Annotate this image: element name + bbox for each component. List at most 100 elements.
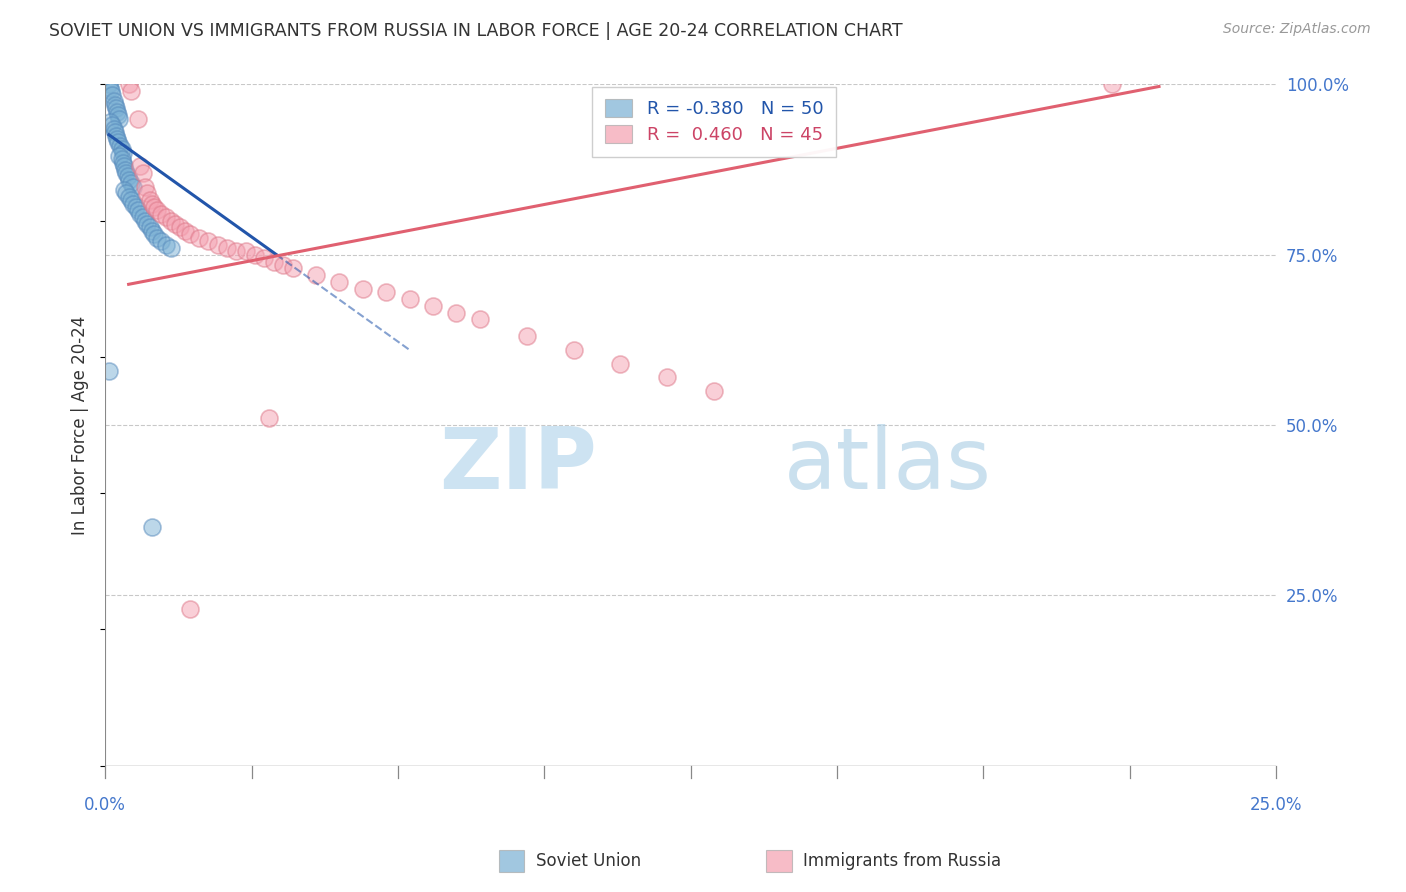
Point — [150, 234, 173, 248]
Point — [97, 363, 120, 377]
Point — [122, 179, 145, 194]
Point — [120, 193, 142, 207]
Point — [173, 224, 195, 238]
Point — [179, 602, 201, 616]
Point — [100, 84, 122, 98]
Point — [136, 217, 159, 231]
Point — [197, 234, 219, 248]
Point — [422, 299, 444, 313]
Point — [112, 159, 135, 173]
Point — [105, 132, 128, 146]
Point — [516, 329, 538, 343]
Point — [468, 312, 491, 326]
Point — [328, 275, 350, 289]
Point — [263, 254, 285, 268]
Point — [108, 149, 131, 163]
Point — [145, 203, 167, 218]
Text: 0.0%: 0.0% — [84, 797, 127, 814]
Point — [143, 227, 166, 242]
Point — [112, 183, 135, 197]
Point — [1101, 78, 1123, 92]
Point — [122, 196, 145, 211]
Point — [398, 292, 420, 306]
Point — [159, 213, 181, 227]
Point — [124, 200, 146, 214]
Text: Source: ZipAtlas.com: Source: ZipAtlas.com — [1223, 22, 1371, 37]
Point — [111, 155, 134, 169]
Point — [657, 370, 679, 384]
Point — [281, 261, 304, 276]
Text: atlas: atlas — [785, 425, 993, 508]
Point — [150, 207, 173, 221]
Point — [243, 248, 266, 262]
Point — [179, 227, 201, 242]
Point — [131, 211, 153, 225]
Point — [101, 87, 124, 102]
Point — [159, 241, 181, 255]
Point — [703, 384, 725, 398]
Point — [257, 411, 280, 425]
Point — [120, 176, 142, 190]
Point — [141, 196, 163, 211]
Point — [97, 78, 120, 92]
Point — [235, 244, 257, 259]
Point — [129, 207, 152, 221]
Text: 25.0%: 25.0% — [1250, 797, 1302, 814]
Point — [143, 200, 166, 214]
Point — [375, 285, 398, 300]
Y-axis label: In Labor Force | Age 20-24: In Labor Force | Age 20-24 — [72, 316, 89, 534]
Point — [225, 244, 247, 259]
Point — [129, 159, 152, 173]
Point — [141, 224, 163, 238]
Point — [207, 237, 229, 252]
Point — [127, 203, 149, 218]
Point — [253, 251, 276, 265]
Point — [110, 153, 132, 167]
Point — [114, 162, 136, 177]
Point — [105, 104, 128, 119]
Point — [103, 95, 125, 109]
Point — [117, 173, 139, 187]
Point — [562, 343, 585, 358]
Point — [169, 220, 191, 235]
Point — [104, 128, 127, 143]
Point — [138, 220, 160, 235]
Point — [609, 357, 631, 371]
Text: Soviet Union: Soviet Union — [536, 852, 641, 871]
Text: SOVIET UNION VS IMMIGRANTS FROM RUSSIA IN LABOR FORCE | AGE 20-24 CORRELATION CH: SOVIET UNION VS IMMIGRANTS FROM RUSSIA I… — [49, 22, 903, 40]
Point — [215, 241, 238, 255]
Point — [104, 101, 127, 115]
Point — [138, 193, 160, 207]
Point — [127, 112, 149, 126]
Point — [134, 179, 156, 194]
Point — [117, 190, 139, 204]
Point — [141, 520, 163, 534]
Text: Immigrants from Russia: Immigrants from Russia — [803, 852, 1001, 871]
Point — [165, 217, 187, 231]
Point — [134, 213, 156, 227]
Point — [187, 230, 209, 244]
Point — [98, 80, 121, 95]
Legend: R = -0.380   N = 50, R =  0.460   N = 45: R = -0.380 N = 50, R = 0.460 N = 45 — [592, 87, 835, 157]
Point — [98, 115, 121, 129]
Point — [155, 237, 177, 252]
Point — [108, 138, 131, 153]
Point — [111, 145, 134, 160]
Point — [107, 136, 129, 150]
Point — [131, 166, 153, 180]
Point — [136, 186, 159, 201]
Point — [352, 282, 374, 296]
Point — [145, 230, 167, 244]
Point — [446, 306, 468, 320]
Point — [117, 169, 139, 184]
Text: ZIP: ZIP — [439, 425, 598, 508]
Point — [115, 186, 138, 201]
Point — [103, 121, 125, 136]
Point — [120, 84, 142, 98]
Point — [107, 108, 129, 122]
Point — [110, 142, 132, 156]
Point — [305, 268, 328, 282]
Point — [117, 78, 139, 92]
Point — [101, 118, 124, 132]
Point — [103, 125, 125, 139]
